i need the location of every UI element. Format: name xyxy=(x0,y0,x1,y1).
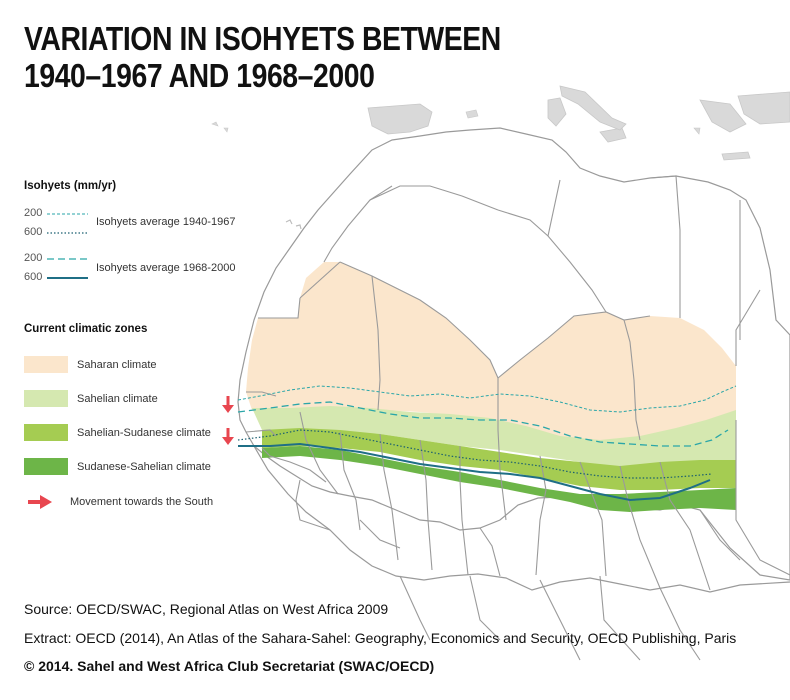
swatch-sudanese-sahelian xyxy=(24,458,68,475)
swatch-sahelian-sudanese xyxy=(24,424,68,441)
saharan-zone xyxy=(246,262,736,444)
isohyet-200-1940-1967 xyxy=(237,385,737,413)
title-line-2: 1940–1967 AND 1968–2000 xyxy=(24,57,375,94)
title-line-1: VARIATION IN ISOHYETS BETWEEN xyxy=(24,20,501,57)
isohyet-200-1968-2000 xyxy=(237,401,729,447)
sudanese-sahelian-zone xyxy=(262,446,736,512)
gulf-of-guinea-coast xyxy=(253,445,790,593)
isohyet-label-1968-2000: Isohyets average 1968-2000 xyxy=(96,262,236,274)
country-borders xyxy=(245,175,790,661)
page-title: VARIATION IN ISOHYETS BETWEEN 1940–1967 … xyxy=(24,20,540,94)
isohyet-value-600-a: 600 xyxy=(24,226,43,238)
crete-landmass xyxy=(721,151,751,161)
movement-label: Movement towards the South xyxy=(70,496,214,508)
isohyet-value-200-a: 200 xyxy=(24,207,43,219)
zone-label-saharan: Saharan climate xyxy=(77,359,157,371)
sicily-landmass xyxy=(599,127,627,143)
balearic-island xyxy=(465,109,479,119)
isohyet-600-1940-1967 xyxy=(237,429,713,479)
movement-arrow-200 xyxy=(222,396,234,413)
zone-label-sahelian: Sahelian climate xyxy=(77,393,158,405)
zones-legend-heading: Current climatic zones xyxy=(24,323,148,335)
swatch-saharan xyxy=(24,356,68,373)
copyright-text: © 2014. Sahel and West Africa Club Secre… xyxy=(24,658,435,674)
sardinia-landmass xyxy=(547,97,567,127)
swatch-sahelian xyxy=(24,390,68,407)
iberia-landmass xyxy=(367,103,433,135)
legend-movement-arrow xyxy=(28,495,52,509)
movement-arrow-600 xyxy=(222,428,234,445)
isohyet-value-600-b: 600 xyxy=(24,271,43,283)
greece-landmass xyxy=(699,99,747,133)
isohyet-600-1968-2000 xyxy=(238,442,711,502)
isohyet-value-200-b: 200 xyxy=(24,252,43,264)
source-text: Source: OECD/SWAC, Regional Atlas on Wes… xyxy=(24,601,389,617)
extract-text: Extract: OECD (2014), An Atlas of the Sa… xyxy=(24,630,737,646)
zone-label-sahelian-sudanese: Sahelian-Sudanese climate xyxy=(77,427,211,439)
isohyet-label-1940-1967: Isohyets average 1940-1967 xyxy=(96,216,236,228)
italy-landmass xyxy=(559,85,627,131)
sahelian-zone xyxy=(252,406,736,468)
small-islands xyxy=(211,121,701,135)
isohyets-legend-heading: Isohyets (mm/yr) xyxy=(24,180,117,192)
zone-label-sudanese-sahelian: Sudanese-Sahelian climate xyxy=(77,461,211,473)
turkey-landmass xyxy=(737,91,790,125)
